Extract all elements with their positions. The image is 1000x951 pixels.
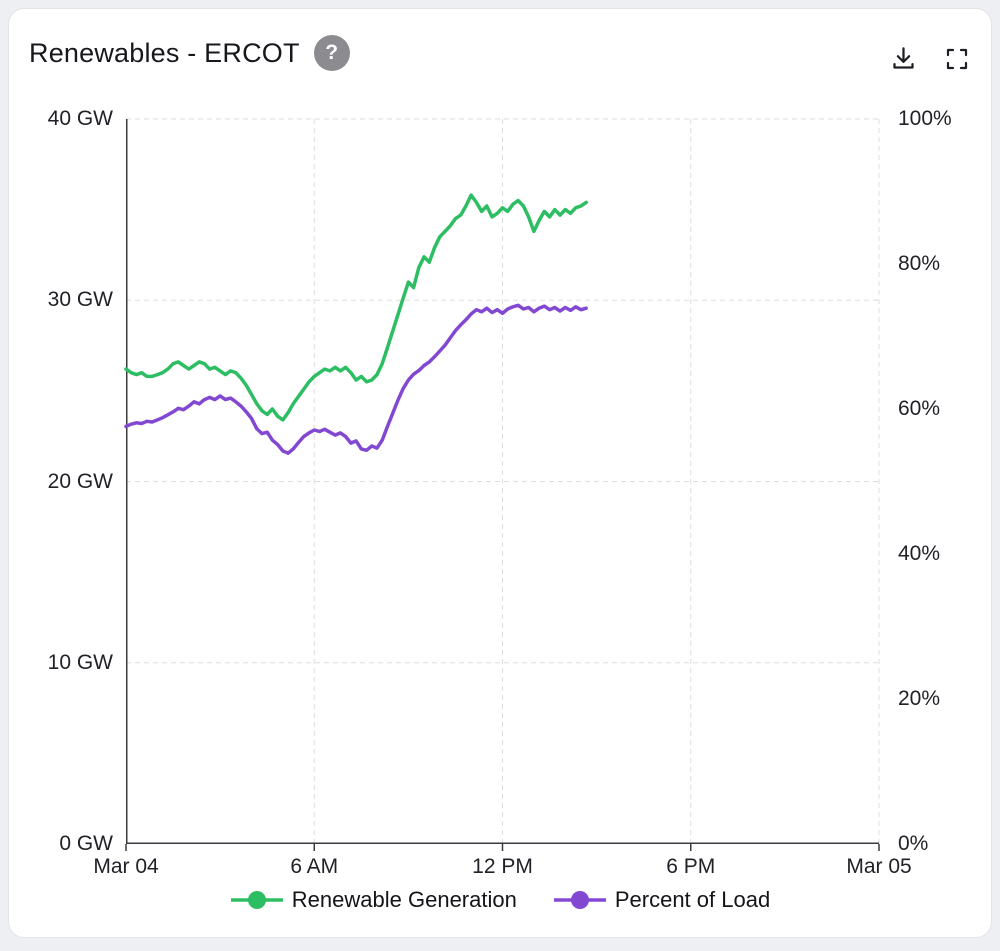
- plot-svg: [124, 118, 880, 851]
- x-axis-label: 12 PM: [472, 855, 533, 878]
- y-axis-right-label: 100%: [898, 107, 952, 130]
- chart-card: Renewables - ERCOT ?: [8, 8, 992, 938]
- y-axis-left-label: 30 GW: [47, 288, 113, 312]
- series-line-1: [124, 303, 588, 455]
- legend-item-renewable-generation[interactable]: Renewable Generation: [230, 887, 517, 913]
- y-axis-left-label: 20 GW: [47, 469, 113, 493]
- fullscreen-icon: [946, 48, 968, 69]
- page-title: Renewables - ERCOT: [29, 37, 300, 68]
- card-header: Renewables - ERCOT ?: [29, 35, 350, 71]
- legend-label: Renewable Generation: [291, 887, 517, 912]
- y-axis-left-label: 40 GW: [47, 107, 113, 130]
- help-button[interactable]: ?: [313, 35, 350, 71]
- legend-marker-purple: [553, 890, 607, 910]
- y-axis-right-label: 40%: [898, 542, 941, 565]
- y-axis-right-label: 0%: [898, 832, 929, 855]
- legend-label: Percent of Load: [614, 887, 771, 912]
- y-axis-left-label: 0 GW: [59, 832, 113, 855]
- series-line-0: [124, 193, 588, 422]
- legend: Renewable Generation Percent of Load: [9, 887, 991, 913]
- fullscreen-button[interactable]: [945, 47, 969, 71]
- y-axis-right-label: 80%: [898, 252, 941, 275]
- plot-area[interactable]: [124, 118, 880, 851]
- x-axis-label: 6 PM: [666, 855, 716, 878]
- y-axis-right-label: 20%: [898, 687, 941, 710]
- toolbar: [890, 45, 969, 72]
- question-mark-icon: ?: [325, 41, 339, 64]
- legend-item-percent-of-load[interactable]: Percent of Load: [553, 887, 770, 913]
- legend-marker-green: [230, 890, 284, 910]
- y-axis-left-label: 10 GW: [47, 650, 113, 674]
- x-axis-label: Mar 05: [846, 855, 912, 878]
- download-icon: [893, 47, 914, 69]
- download-button[interactable]: [890, 45, 917, 72]
- x-axis-label: Mar 04: [93, 855, 159, 878]
- x-axis-label: 6 AM: [290, 855, 339, 878]
- y-axis-right-label: 60%: [898, 397, 941, 420]
